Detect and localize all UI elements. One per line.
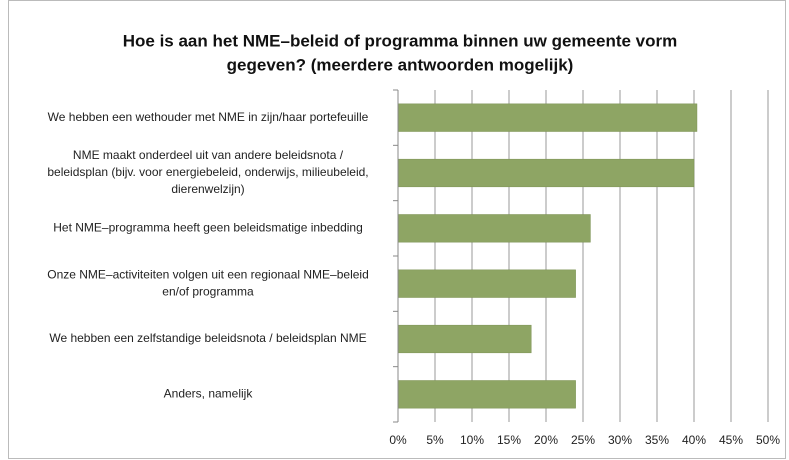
y-tick-label: beleidsplan (bijv. voor energiebeleid, o… [47,165,368,179]
x-tick-label: 30% [608,433,632,447]
x-tick-label: 40% [682,433,706,447]
chart-frame [8,0,786,459]
x-tick-label: 10% [460,433,484,447]
x-tick-label: 45% [719,433,743,447]
y-tick-label: Het NME–programma heeft geen beleidsmati… [53,221,363,235]
bar [397,103,698,132]
chart-title: gegeven? (meerdere antwoorden mogelijk) [227,55,574,74]
x-tick-label: 50% [756,433,780,447]
y-tick-label: NME maakt onderdeel uit van andere belei… [73,148,344,162]
x-tick-label: 5% [426,433,444,447]
bar [397,269,576,298]
bar [397,380,576,409]
y-tick-label: We hebben een wethouder met NME in zijn/… [48,110,369,124]
chart-title: Hoe is aan het NME–beleid of programma b… [123,31,678,50]
y-tick-label: Onze NME–activiteiten volgen uit een reg… [47,267,369,281]
y-tick-label: en/of programma [162,284,254,298]
x-tick-label: 0% [389,433,407,447]
x-tick-label: 35% [645,433,669,447]
y-tick-label: dierenwelzijn) [171,182,244,196]
bar [397,214,591,243]
x-tick-label: 15% [497,433,521,447]
x-tick-label: 20% [534,433,558,447]
bar [397,324,532,354]
x-tick-label: 25% [571,433,595,447]
y-tick-label: Anders, namelijk [164,387,254,401]
y-tick-label: We hebben een zelfstandige beleidsnota /… [49,331,366,345]
bar [397,158,695,188]
